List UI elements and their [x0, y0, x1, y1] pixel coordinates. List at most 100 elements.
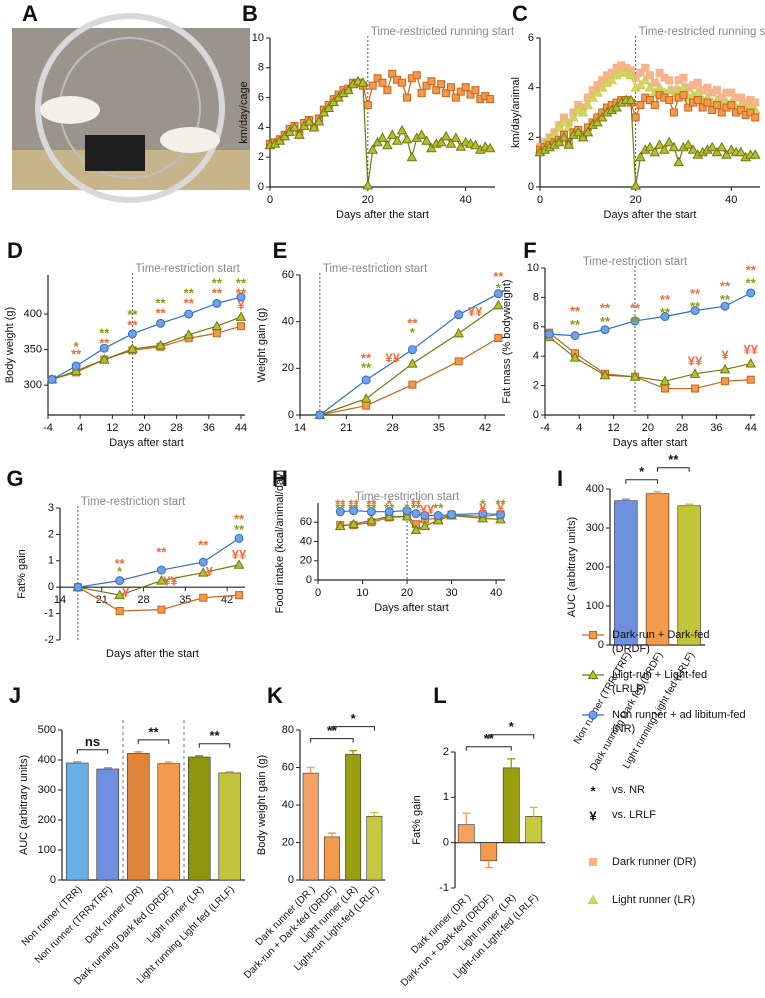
significance: **	[361, 350, 372, 365]
y-tick-label: -1	[439, 882, 449, 894]
marker	[433, 511, 443, 521]
marker	[156, 318, 166, 328]
marker	[411, 509, 421, 519]
significance: **	[411, 501, 422, 516]
marker	[421, 135, 432, 145]
marker	[646, 96, 654, 105]
legend-label: Lligt-run + Light-fed	[612, 669, 707, 681]
annotation: Time-restriction start	[323, 263, 428, 275]
marker	[367, 144, 379, 154]
marker	[654, 139, 665, 149]
significance: **	[236, 276, 247, 291]
significance-bracket	[76, 749, 109, 754]
panel-label: G	[6, 466, 23, 491]
marker	[456, 87, 465, 96]
y-axis-label: AUC (arbitrary units)	[566, 517, 578, 617]
marker	[453, 327, 465, 338]
significance: ¥	[206, 564, 214, 579]
marker	[592, 87, 603, 97]
significance: **	[660, 305, 671, 320]
x-axis-label: Days after the start	[604, 209, 697, 221]
marker	[679, 73, 688, 82]
significance: *	[405, 501, 411, 516]
marker	[71, 361, 81, 371]
error-bar	[529, 806, 538, 817]
x-tick-label: 0	[537, 194, 543, 206]
significance: **	[127, 307, 138, 322]
error-bar	[164, 761, 173, 764]
y-tick-label: 20	[282, 836, 294, 848]
marker	[589, 858, 597, 866]
significance: ¥¥	[385, 350, 400, 365]
marker	[689, 368, 701, 378]
significance: **	[99, 325, 110, 340]
marker	[334, 520, 346, 531]
marker	[719, 363, 731, 374]
error-bar	[685, 503, 694, 506]
significance-label: **	[668, 452, 679, 467]
significance: ¥¥	[420, 502, 435, 517]
marker	[99, 343, 109, 353]
y-tick-label: 20	[300, 555, 312, 567]
marker	[711, 146, 723, 157]
marker	[386, 129, 398, 139]
marker	[629, 371, 641, 381]
error-bar	[370, 811, 379, 817]
y-tick-label: 60	[300, 516, 312, 528]
marker	[335, 507, 345, 517]
panel-label: E	[273, 238, 288, 263]
marker	[361, 375, 371, 385]
y-tick-label: 300	[586, 522, 604, 534]
marker	[377, 132, 388, 142]
y-tick-label: 200	[38, 814, 56, 826]
marker	[461, 83, 470, 92]
y-tick-label: 20	[282, 362, 294, 374]
significance: **	[433, 501, 444, 516]
marker	[211, 320, 223, 331]
significance: **	[495, 496, 506, 511]
marker	[445, 138, 457, 148]
significance: **	[690, 299, 701, 314]
marker	[366, 514, 377, 525]
marker	[114, 589, 126, 600]
marker	[712, 86, 721, 95]
y-tick-label: 0	[533, 409, 539, 421]
significance: **	[630, 301, 641, 316]
marker	[156, 565, 166, 575]
annotation: Time-restricted running start	[639, 26, 765, 38]
significance: ¥¥	[163, 573, 178, 588]
x-tick-label: 42	[479, 422, 491, 434]
marker	[98, 354, 110, 364]
marker	[660, 312, 670, 322]
marker	[303, 115, 315, 126]
significance: **	[720, 292, 731, 307]
marker	[408, 380, 417, 389]
marker	[236, 292, 246, 302]
x-tick-label: 28	[676, 422, 688, 434]
significance: **	[127, 318, 138, 333]
marker	[606, 74, 618, 85]
marker	[600, 325, 610, 335]
series-line	[51, 316, 242, 381]
photo-device	[85, 135, 145, 171]
marker	[636, 68, 645, 77]
marker	[422, 81, 431, 90]
y-tick-label: 300	[38, 784, 56, 796]
significance: *	[410, 325, 416, 340]
y-axis-label: km/day/animal	[510, 77, 522, 148]
error-bar	[621, 498, 630, 501]
marker	[363, 101, 372, 110]
photo-animal	[40, 96, 100, 124]
marker	[494, 334, 503, 342]
marker	[684, 103, 693, 112]
significance: **	[156, 544, 167, 559]
y-tick-label: 40	[282, 799, 294, 811]
bar	[218, 772, 242, 881]
marker	[589, 631, 597, 639]
y-axis-label: Food intake (kcal/animal/day)	[274, 470, 286, 614]
x-tick-label: 4	[576, 422, 582, 434]
error-bar	[134, 751, 143, 754]
significance-bracket	[331, 726, 375, 731]
marker	[712, 101, 721, 110]
y-tick-label: 4	[258, 121, 264, 133]
